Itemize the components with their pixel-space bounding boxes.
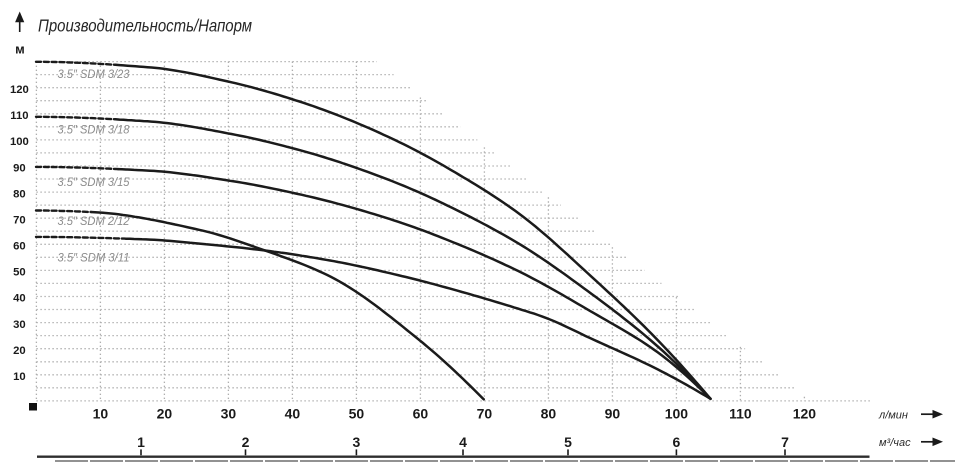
svg-text:40: 40	[285, 405, 301, 421]
svg-text:5: 5	[564, 434, 572, 450]
svg-text:4: 4	[459, 434, 467, 450]
svg-text:3.5″ SDM 3/11: 3.5″ SDM 3/11	[58, 252, 130, 264]
svg-text:20: 20	[13, 345, 26, 357]
svg-text:10: 10	[93, 405, 109, 421]
svg-text:3.5″ SDM 3/18: 3.5″ SDM 3/18	[58, 124, 131, 136]
svg-text:30: 30	[13, 319, 26, 331]
svg-text:50: 50	[13, 267, 26, 279]
svg-text:110: 110	[729, 405, 752, 421]
svg-text:70: 70	[477, 405, 493, 421]
svg-text:30: 30	[221, 405, 237, 421]
svg-text:3.5″ SDM 3/23: 3.5″ SDM 3/23	[58, 69, 131, 81]
svg-text:6: 6	[673, 434, 681, 450]
svg-text:3: 3	[353, 434, 361, 450]
svg-text:20: 20	[157, 405, 173, 421]
svg-text:110: 110	[10, 110, 28, 122]
svg-text:м: м	[15, 42, 25, 57]
svg-text:100: 100	[10, 136, 29, 148]
svg-text:7: 7	[781, 434, 789, 450]
svg-text:100: 100	[665, 405, 689, 421]
svg-text:90: 90	[13, 162, 26, 174]
svg-text:40: 40	[13, 293, 26, 305]
svg-text:70: 70	[13, 215, 26, 227]
svg-text:90: 90	[605, 405, 621, 421]
svg-text:60: 60	[13, 241, 26, 253]
svg-text:120: 120	[793, 405, 817, 421]
svg-text:50: 50	[349, 405, 365, 421]
svg-text:л/мин: л/мин	[878, 409, 908, 421]
svg-text:3.5″ SDM 2/12: 3.5″ SDM 2/12	[58, 216, 131, 228]
svg-text:Производительность/Напорм: Производительность/Напорм	[38, 16, 252, 36]
svg-text:м³/час: м³/час	[879, 437, 911, 449]
svg-text:120: 120	[10, 84, 29, 96]
svg-text:3.5″ SDM 3/15: 3.5″ SDM 3/15	[58, 177, 131, 189]
svg-text:2: 2	[242, 434, 250, 450]
svg-text:80: 80	[13, 188, 26, 200]
svg-text:80: 80	[541, 405, 557, 421]
svg-text:1: 1	[137, 434, 145, 450]
svg-text:60: 60	[413, 405, 429, 421]
svg-text:10: 10	[13, 371, 26, 383]
